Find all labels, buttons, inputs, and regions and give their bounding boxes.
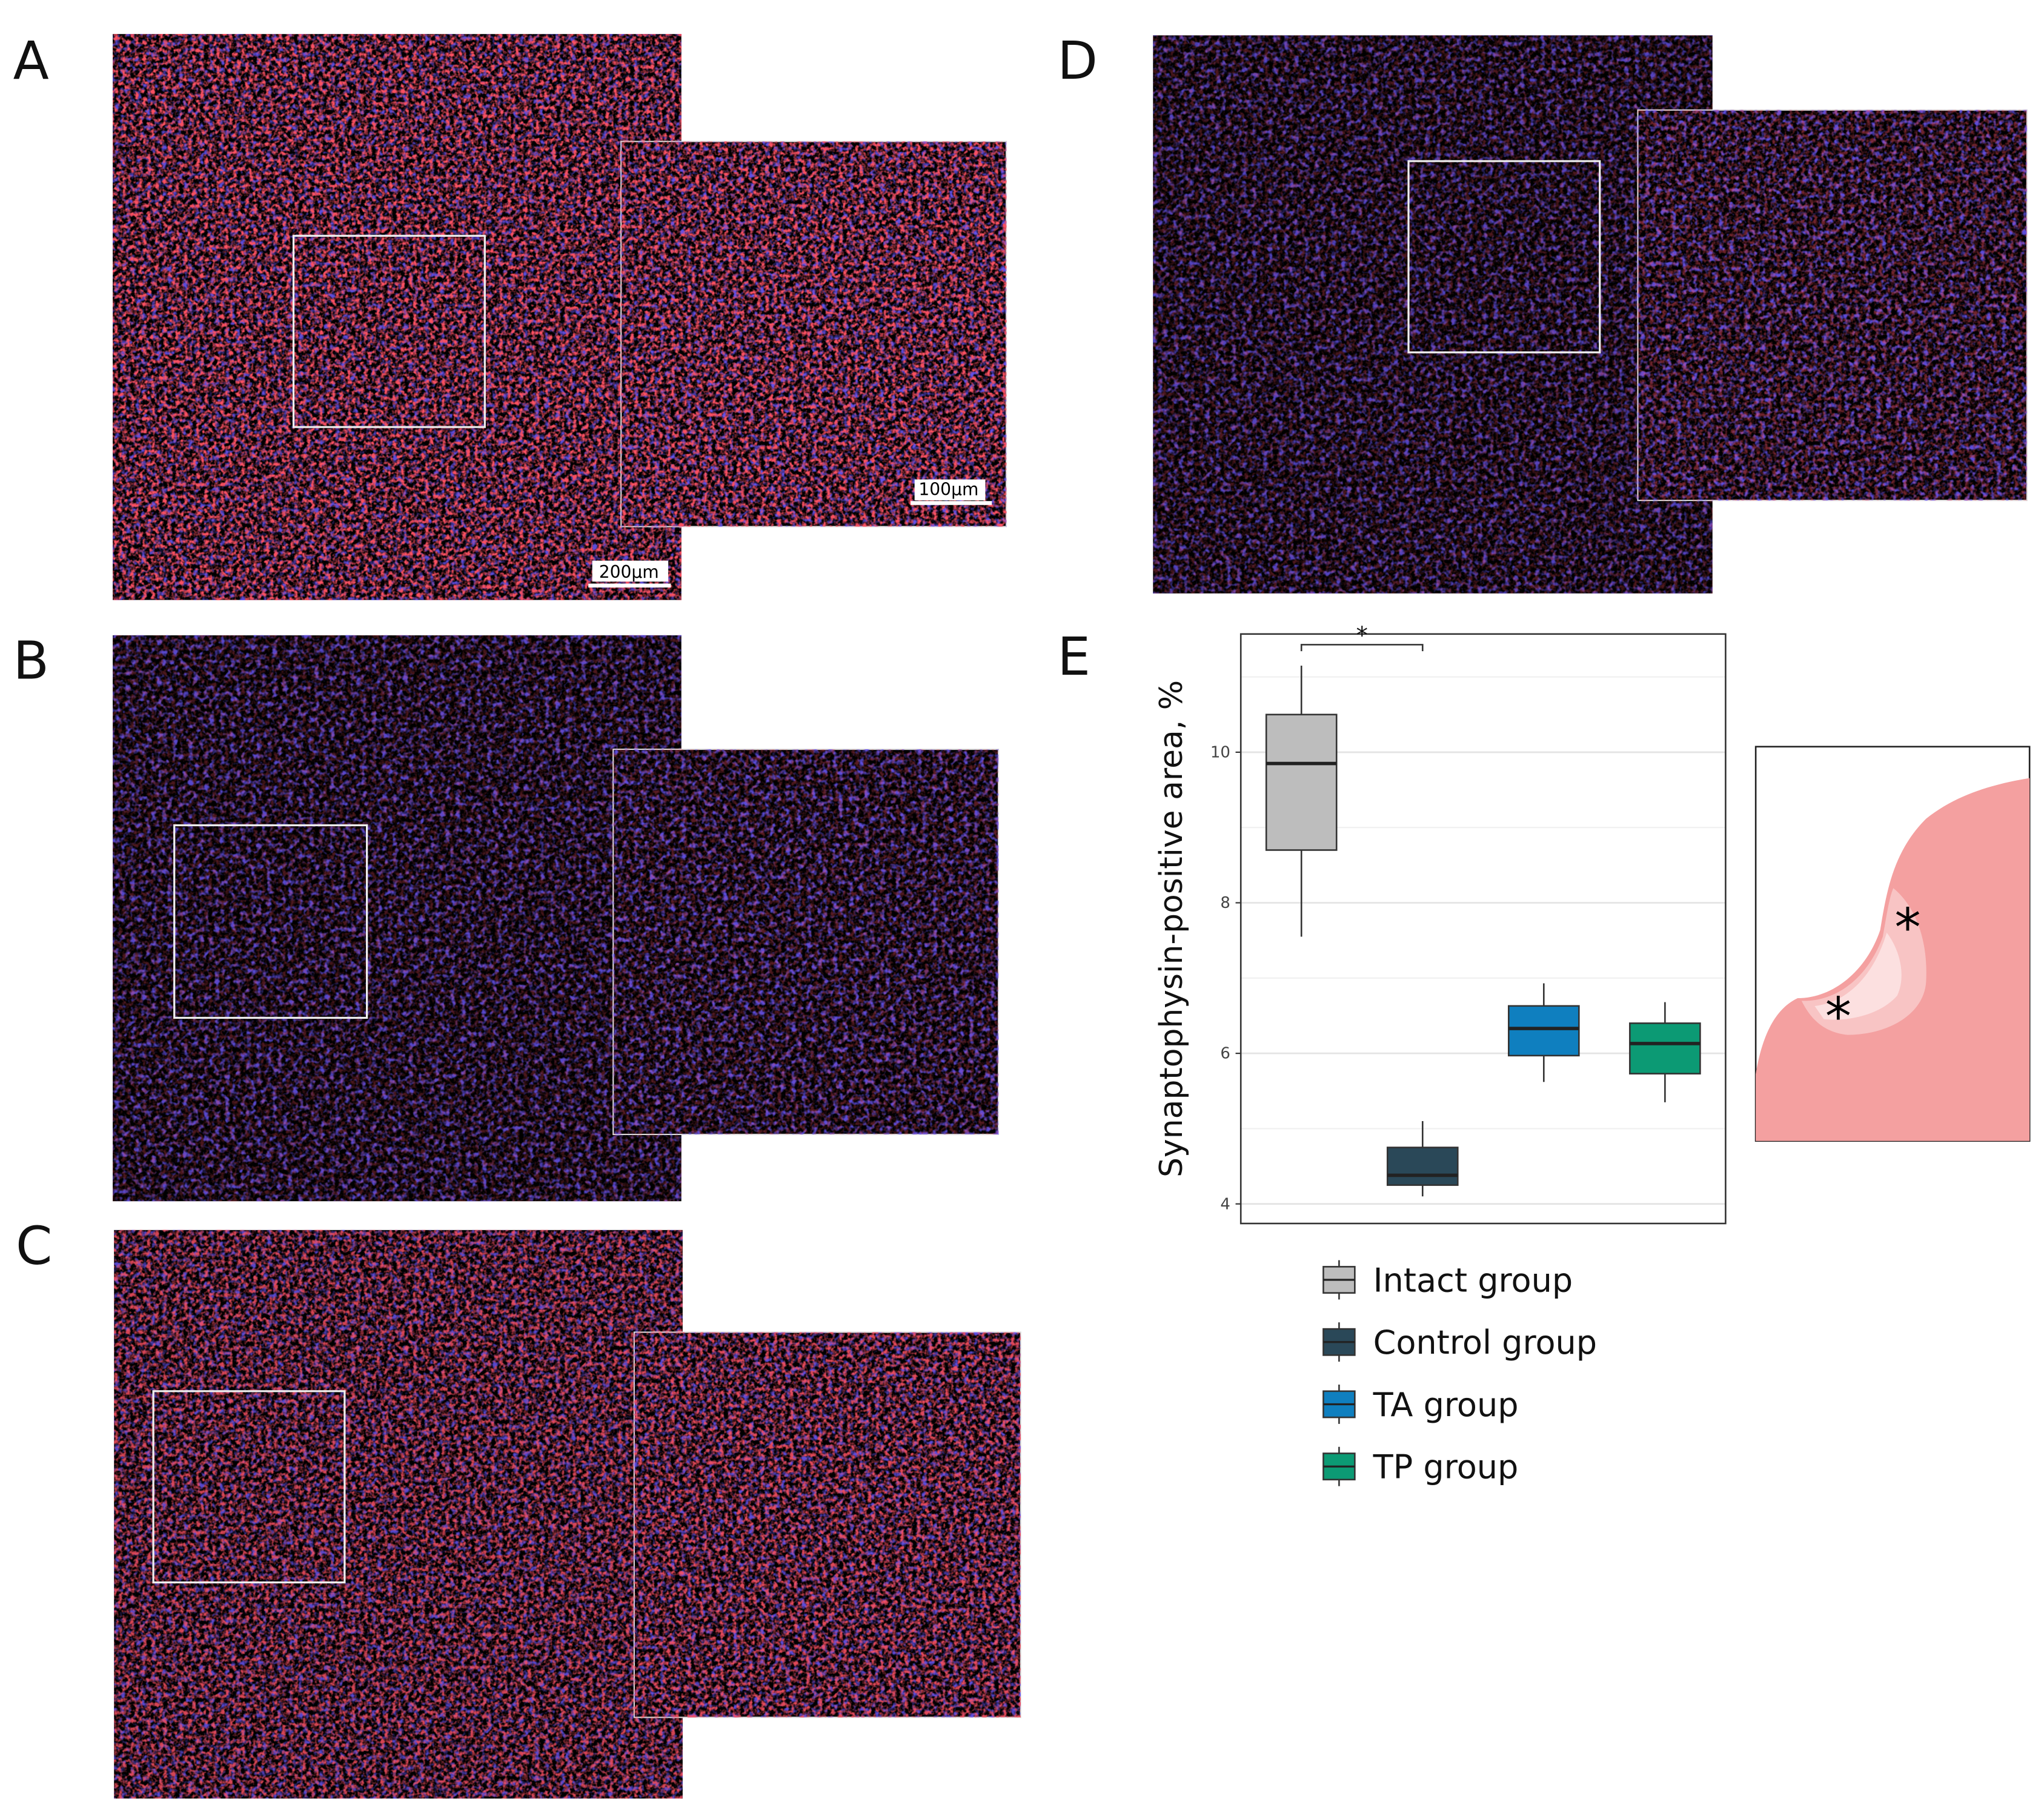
micrograph-stain — [113, 34, 682, 600]
schematic: * * — [1754, 746, 2031, 1142]
box — [1629, 1022, 1701, 1074]
plot-frame — [1239, 633, 1727, 1225]
roi-box — [152, 1390, 346, 1584]
box — [1508, 1005, 1580, 1057]
panel-label: D — [1057, 31, 1098, 91]
y-tick-label: 10 — [1210, 744, 1230, 762]
legend-label: TA group — [1373, 1386, 1519, 1424]
significance-bracket — [1300, 644, 1424, 652]
roi-box — [173, 824, 368, 1019]
micrograph-stain — [1638, 110, 2027, 501]
schematic-zone — [1814, 932, 1902, 1020]
y-tick-label: 4 — [1220, 1195, 1230, 1213]
panel-label: B — [13, 631, 49, 691]
scale-bar-label: 100µm — [918, 480, 978, 500]
panel-label: A — [13, 31, 49, 91]
legend-label: Control group — [1373, 1323, 1598, 1362]
legend-label: Intact group — [1373, 1261, 1573, 1299]
box — [1386, 1147, 1459, 1186]
y-axis-label: Synaptophysin-positive area, % — [1153, 680, 1190, 1177]
scale-bar-label: 200µm — [599, 562, 659, 582]
micrograph-stain — [634, 1332, 1021, 1718]
micrograph-stain — [114, 1230, 683, 1799]
y-tick-label: 6 — [1220, 1045, 1230, 1063]
schematic-marker: * — [1825, 987, 1851, 1048]
roi-box — [1407, 160, 1601, 354]
roi-box — [292, 234, 486, 428]
panel-label: C — [16, 1216, 52, 1277]
schematic-marker: * — [1894, 898, 1920, 959]
scale-bar-bg — [592, 560, 669, 582]
micrograph-stain — [613, 749, 999, 1134]
boxplot: 4 6 8 10 Synaptophysin-positive area, % Intac… — [1153, 622, 1727, 1486]
micrograph-stain — [113, 635, 682, 1202]
micrograph-stain — [621, 141, 1007, 527]
schematic-zone — [1801, 888, 1926, 1035]
legend-label: TP group — [1373, 1448, 1519, 1486]
micrographs: 200µm 100µm — [113, 34, 2028, 1799]
box — [1265, 713, 1338, 851]
y-tick-label: 8 — [1220, 894, 1230, 912]
scale-bar-bg — [914, 479, 986, 501]
significance-label: * — [1356, 622, 1368, 649]
micrograph-stain — [1153, 35, 1713, 594]
panel-label: E — [1057, 627, 1090, 687]
